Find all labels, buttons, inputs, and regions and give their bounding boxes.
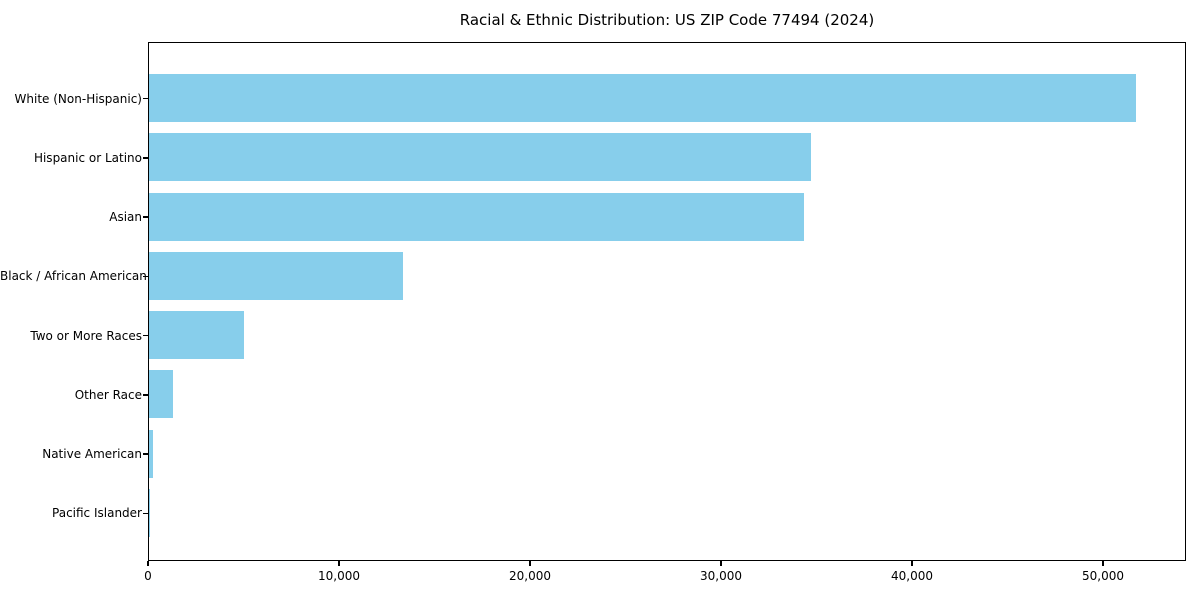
x-tick-label: 20,000 <box>509 569 551 583</box>
x-tick-mark <box>338 561 340 566</box>
y-tick-mark <box>143 394 148 396</box>
x-tick-label: 50,000 <box>1082 569 1124 583</box>
y-tick-label: Two or More Races <box>30 328 142 343</box>
y-tick-mark <box>143 334 148 337</box>
x-tick-mark <box>147 561 149 566</box>
y-tick-label: Other Race <box>74 387 142 402</box>
bar <box>149 74 1137 122</box>
plot-area <box>148 42 1186 561</box>
bar <box>149 133 811 182</box>
x-tick-mark <box>529 561 531 566</box>
bar <box>149 370 173 419</box>
x-tick-label: 40,000 <box>891 569 933 583</box>
bar <box>149 429 153 478</box>
x-tick-mark <box>720 561 722 566</box>
y-tick-label: Asian <box>109 210 142 225</box>
chart-title: Racial & Ethnic Distribution: US ZIP Cod… <box>459 11 875 29</box>
y-tick-label: Hispanic or Latino <box>33 150 142 165</box>
y-tick-label: White (Non-Hispanic) <box>14 91 142 106</box>
y-tick-mark <box>143 512 148 515</box>
y-tick-label: Pacific Islander <box>52 506 142 521</box>
y-tick-mark <box>143 275 148 278</box>
y-tick-mark <box>143 157 148 159</box>
x-tick-label: 10,000 <box>318 569 360 583</box>
bar <box>149 311 244 360</box>
y-tick-label: Native American <box>42 447 142 462</box>
y-tick-mark <box>143 453 148 455</box>
y-tick-mark <box>143 216 148 218</box>
y-tick-label: Black / African American <box>0 269 147 284</box>
bar <box>149 192 805 241</box>
x-tick-mark <box>911 561 913 566</box>
x-tick-label: 30,000 <box>700 569 742 583</box>
x-tick-label: 0 <box>144 569 152 583</box>
bar <box>149 488 151 537</box>
bar <box>149 251 404 300</box>
y-tick-mark <box>143 97 148 100</box>
x-tick-mark <box>1102 561 1104 566</box>
